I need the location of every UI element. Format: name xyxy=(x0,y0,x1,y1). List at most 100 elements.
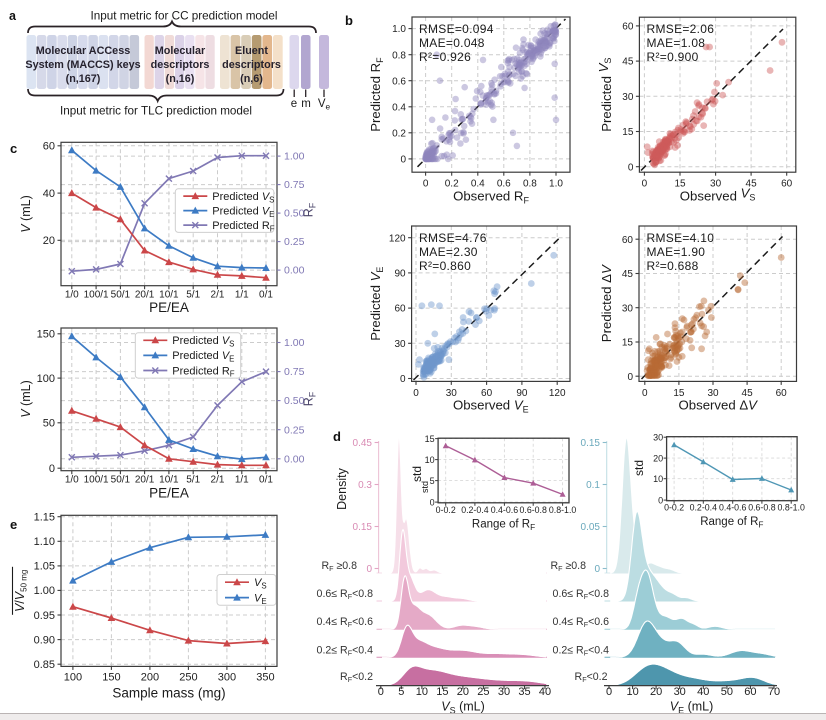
svg-text:50/1: 50/1 xyxy=(111,475,131,486)
svg-text:0.6≤ RF​<0.8: 0.6≤ RF​<0.8 xyxy=(553,588,610,601)
svg-text:10: 10 xyxy=(416,686,428,698)
svg-text:0.6-0.8: 0.6-0.8 xyxy=(748,503,775,513)
svg-text:Eluent: Eluent xyxy=(235,45,268,57)
svg-text:0.6≤ RF​<0.8: 0.6≤ RF​<0.8 xyxy=(317,588,374,601)
svg-text:10: 10 xyxy=(626,686,638,698)
svg-text:50: 50 xyxy=(721,686,733,698)
svg-text:0.6: 0.6 xyxy=(392,76,406,87)
svg-text:0: 0 xyxy=(413,388,419,399)
svg-text:45: 45 xyxy=(622,269,634,280)
svg-text:10/1: 10/1 xyxy=(159,475,179,486)
svg-text:0.05: 0.05 xyxy=(581,522,601,533)
svg-text:60: 60 xyxy=(622,22,634,33)
svg-text:45: 45 xyxy=(742,388,754,399)
svg-text:150: 150 xyxy=(102,671,120,683)
svg-text:MAE=1.08: MAE=1.08 xyxy=(647,36,706,50)
svg-text:RF​<0.2: RF​<0.2 xyxy=(575,671,608,684)
svg-text:(n,16): (n,16) xyxy=(166,73,195,85)
svg-text:0-0.2: 0-0.2 xyxy=(664,503,684,513)
svg-text:Ve​: Ve​ xyxy=(318,98,331,112)
svg-text:0: 0 xyxy=(642,179,648,190)
svg-text:0.4≤ RF​<0.6: 0.4≤ RF​<0.6 xyxy=(317,616,374,629)
svg-text:0.50: 0.50 xyxy=(284,395,305,407)
svg-text:0.2: 0.2 xyxy=(445,179,459,190)
svg-text:0.50: 0.50 xyxy=(284,208,305,220)
svg-text:0: 0 xyxy=(423,179,429,190)
svg-text:c: c xyxy=(10,141,17,156)
svg-text:0.95: 0.95 xyxy=(34,610,55,622)
svg-text:0.2-0.4: 0.2-0.4 xyxy=(461,505,488,515)
svg-text:60: 60 xyxy=(776,388,788,399)
svg-text:350: 350 xyxy=(256,671,274,683)
svg-text:0/1: 0/1 xyxy=(259,290,273,301)
svg-text:1/1: 1/1 xyxy=(235,475,249,486)
svg-text:R²=0.900: R²=0.900 xyxy=(647,50,699,64)
svg-text:20: 20 xyxy=(457,686,469,698)
svg-text:60: 60 xyxy=(481,388,493,399)
svg-text:0.8-1.0: 0.8-1.0 xyxy=(778,503,805,513)
svg-text:120: 120 xyxy=(389,233,406,244)
svg-text:2/1: 2/1 xyxy=(211,290,225,301)
svg-text:5: 5 xyxy=(430,476,435,486)
svg-text:25: 25 xyxy=(477,686,489,698)
svg-text:20: 20 xyxy=(650,686,662,698)
svg-text:Predicted ΔV: Predicted ΔV xyxy=(599,264,614,342)
svg-text:0: 0 xyxy=(642,388,648,399)
svg-text:0.4-0.6: 0.4-0.6 xyxy=(719,503,746,513)
svg-text:0: 0 xyxy=(378,686,384,698)
svg-text:0: 0 xyxy=(366,564,372,575)
svg-text:100/1: 100/1 xyxy=(84,290,109,301)
svg-text:MAE=0.048: MAE=0.048 xyxy=(419,36,485,50)
svg-text:60: 60 xyxy=(744,686,756,698)
svg-text:0.2: 0.2 xyxy=(392,128,406,139)
svg-text:30: 30 xyxy=(674,686,686,698)
svg-text:PE/EA: PE/EA xyxy=(149,300,189,315)
svg-text:V (mL): V (mL) xyxy=(19,380,33,418)
svg-text:1/1: 1/1 xyxy=(235,290,249,301)
svg-text:250: 250 xyxy=(179,671,197,683)
svg-text:RMSE=2.06: RMSE=2.06 xyxy=(647,22,715,36)
svg-text:2/1: 2/1 xyxy=(211,475,225,486)
svg-text:60: 60 xyxy=(43,141,55,153)
svg-text:R²=0.860: R²=0.860 xyxy=(419,259,471,273)
svg-text:150: 150 xyxy=(37,329,55,341)
svg-text:MAE=1.90: MAE=1.90 xyxy=(647,245,706,259)
svg-text:RF​<0.2: RF​<0.2 xyxy=(340,671,373,684)
svg-text:0/1: 0/1 xyxy=(259,475,273,486)
svg-text:0.15: 0.15 xyxy=(581,438,601,449)
svg-text:b: b xyxy=(345,13,353,28)
svg-text:d: d xyxy=(333,429,341,444)
svg-text:0: 0 xyxy=(628,162,634,173)
svg-text:0: 0 xyxy=(594,564,600,575)
svg-text:20/1: 20/1 xyxy=(135,475,155,486)
svg-text:std: std xyxy=(632,460,646,476)
svg-text:Predicted RF​: Predicted RF​ xyxy=(172,365,234,378)
svg-text:0.25: 0.25 xyxy=(284,236,305,248)
svg-text:15: 15 xyxy=(436,686,448,698)
svg-text:20: 20 xyxy=(43,235,55,247)
svg-text:RF​: RF​ xyxy=(302,202,318,217)
svg-text:30: 30 xyxy=(446,388,458,399)
svg-text:VE​: VE​ xyxy=(254,592,267,605)
svg-text:Density: Density xyxy=(335,467,349,509)
svg-text:0.1: 0.1 xyxy=(586,480,600,491)
svg-text:30: 30 xyxy=(710,179,722,190)
svg-text:RMSE=0.094: RMSE=0.094 xyxy=(419,22,494,36)
svg-text:45: 45 xyxy=(746,179,758,190)
svg-text:RF​: RF​ xyxy=(302,391,318,406)
svg-text:30: 30 xyxy=(498,686,510,698)
svg-text:1.00: 1.00 xyxy=(284,337,305,349)
svg-text:0.90: 0.90 xyxy=(34,634,55,646)
svg-text:(n,167): (n,167) xyxy=(66,73,101,85)
svg-text:35: 35 xyxy=(518,686,530,698)
svg-text:0: 0 xyxy=(627,372,633,383)
svg-text:10: 10 xyxy=(425,455,435,465)
svg-text:90: 90 xyxy=(516,388,528,399)
svg-text:0.2≤ RF​<0.4: 0.2≤ RF​<0.4 xyxy=(317,645,374,658)
svg-text:0.45: 0.45 xyxy=(353,438,373,449)
svg-text:0.8: 0.8 xyxy=(523,179,537,190)
svg-text:15: 15 xyxy=(622,338,634,349)
svg-text:std: std xyxy=(410,466,424,482)
svg-text:1/0: 1/0 xyxy=(65,475,79,486)
svg-text:5/1: 5/1 xyxy=(186,475,200,486)
